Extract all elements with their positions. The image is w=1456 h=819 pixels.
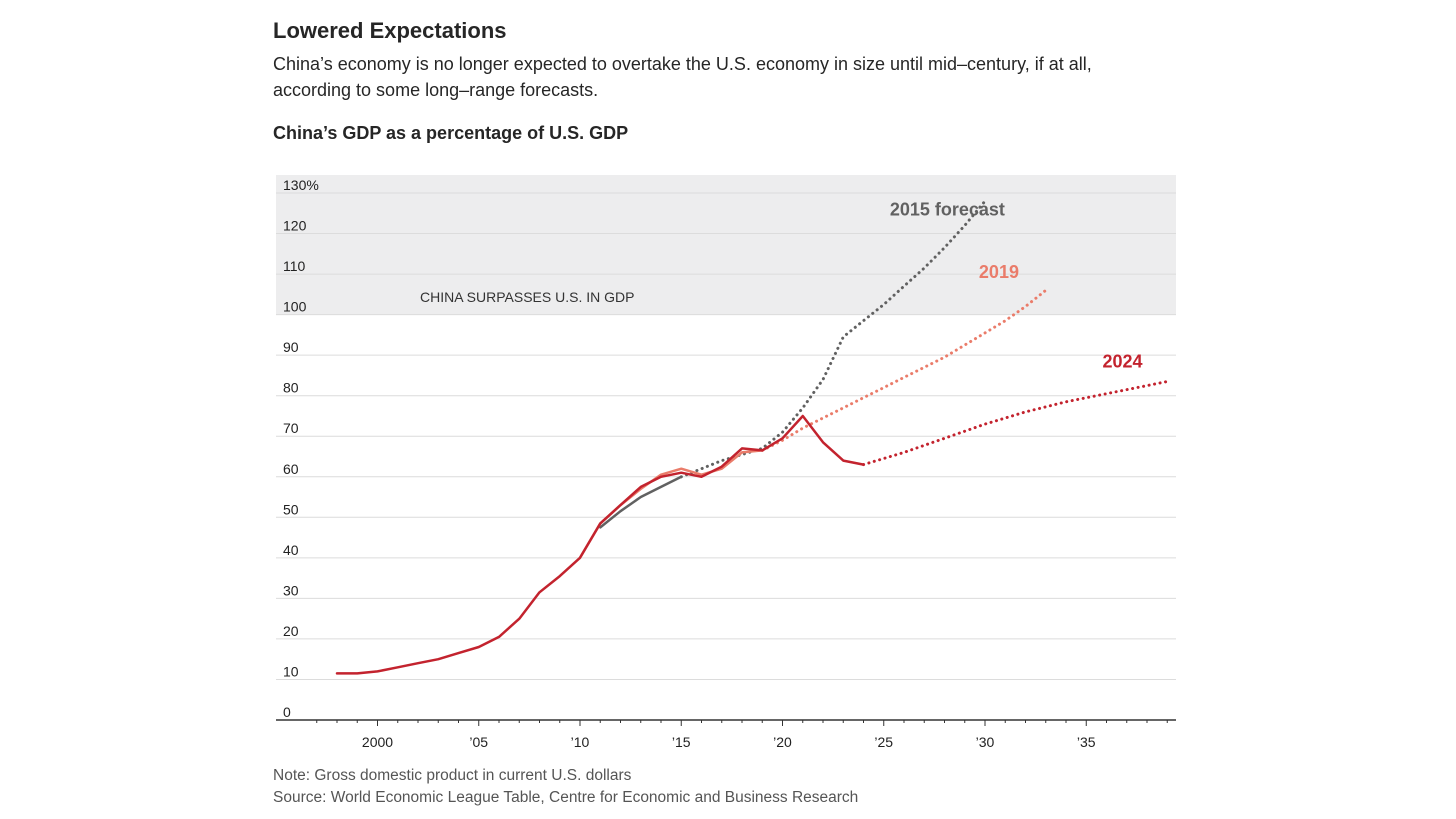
y-tick-label-0: 0	[283, 704, 291, 720]
series-label-1: 2019	[979, 262, 1019, 282]
x-tick-label-2010: ’10	[571, 734, 590, 750]
x-tick-label-2035: ’35	[1077, 734, 1096, 750]
y-tick-label-110: 110	[283, 258, 306, 274]
dek: China’s economy is no longer expected to…	[273, 54, 1092, 100]
chart-title: China’s GDP as a percentage of U.S. GDP	[273, 123, 629, 143]
series-forecast-1	[760, 288, 1048, 452]
y-tick-label-10: 10	[283, 663, 299, 679]
chart-footer: Note: Gross domestic product in current …	[273, 765, 858, 809]
series-actual-1	[578, 449, 764, 560]
y-tick-label-30: 30	[283, 582, 299, 598]
series-actual-2	[335, 414, 865, 675]
surpass-region	[276, 175, 1176, 315]
y-tick-label-60: 60	[283, 461, 299, 477]
y-tick-label-120: 120	[283, 218, 307, 234]
series-label-0: 2015 forecast	[890, 199, 1005, 219]
series-actual-0	[599, 475, 683, 529]
chart-note: Note: Gross domestic product in current …	[273, 767, 632, 784]
headline: Lowered Expectations	[273, 18, 507, 43]
x-tick-label-2030: ’30	[976, 734, 995, 750]
y-tick-label-70: 70	[283, 420, 299, 436]
series-forecast-0	[679, 199, 987, 479]
series-forecast-2	[862, 380, 1169, 467]
y-tick-label-50: 50	[283, 501, 299, 517]
y-tick-label-20: 20	[283, 623, 299, 639]
y-tick-label-90: 90	[283, 339, 299, 355]
y-tick-label-100: 100	[283, 299, 307, 315]
chart-source: Source: World Economic League Table, Cen…	[273, 789, 859, 806]
y-tick-label-80: 80	[283, 380, 299, 396]
x-tick-label-2025: ’25	[874, 734, 893, 750]
y-tick-label-40: 40	[283, 542, 299, 558]
y-tick-label-130: 130%	[283, 177, 319, 193]
x-tick-label-2020: ’20	[773, 734, 792, 750]
x-tick-label-2015: ’15	[672, 734, 691, 750]
x-tick-label-2005: ’05	[469, 734, 488, 750]
series-label-2: 2024	[1102, 351, 1142, 371]
x-tick-label-2000: 2000	[362, 734, 393, 750]
surpass-region-label: CHINA SURPASSES U.S. IN GDP	[420, 289, 634, 305]
